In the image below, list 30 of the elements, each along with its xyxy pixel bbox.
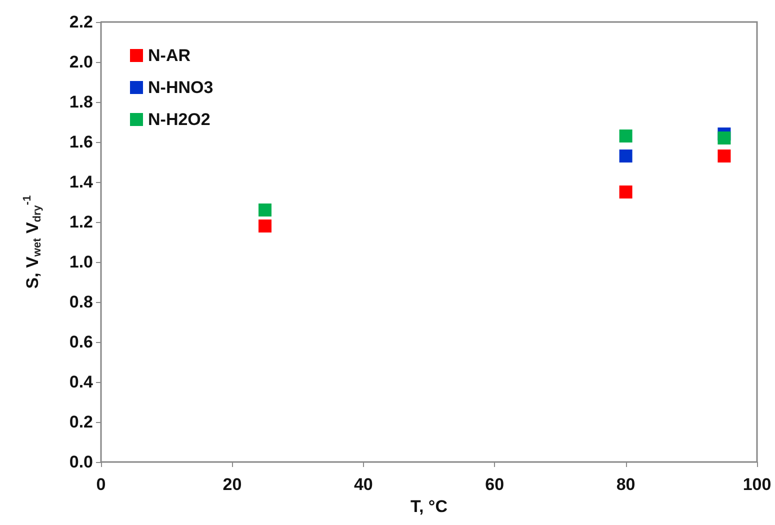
y-tick-label: 1.2: [69, 212, 93, 232]
legend-label: N-HNO3: [148, 78, 214, 97]
x-tick-label: 80: [616, 475, 636, 494]
y-tick-label: 1.6: [69, 132, 93, 152]
y-tick-label: 1.0: [69, 252, 93, 272]
point: [258, 204, 272, 216]
x-tick-label: 0: [96, 475, 106, 494]
y-tick-label: 0.0: [69, 452, 93, 472]
point: [718, 150, 731, 162]
legend-label: N-H2O2: [148, 110, 210, 129]
point: [718, 132, 731, 144]
y-tick-label: 1.4: [69, 172, 94, 192]
y-tick-label: 0.2: [69, 412, 93, 432]
x-axis-title: T, °C: [410, 497, 448, 516]
y-tick-label: 0.6: [69, 332, 93, 352]
y-tick-label: 2.0: [69, 52, 93, 72]
x-tick-label: 40: [354, 475, 373, 494]
y-tick-label: 2.2: [69, 12, 93, 32]
point: [619, 150, 632, 162]
y-tick-label: 0.8: [69, 292, 93, 312]
point: [619, 130, 632, 142]
point: [258, 220, 272, 232]
legend-label: N-AR: [148, 46, 190, 65]
point: [619, 186, 632, 198]
y-tick-label: 0.4: [69, 372, 94, 392]
y-axis-title: S, Vwet Vdry-1: [22, 195, 44, 289]
x-tick-label: 60: [485, 475, 504, 494]
x-tick-label: 100: [742, 475, 772, 494]
y-tick-label: 1.8: [69, 92, 93, 112]
x-tick-label: 20: [222, 475, 242, 494]
